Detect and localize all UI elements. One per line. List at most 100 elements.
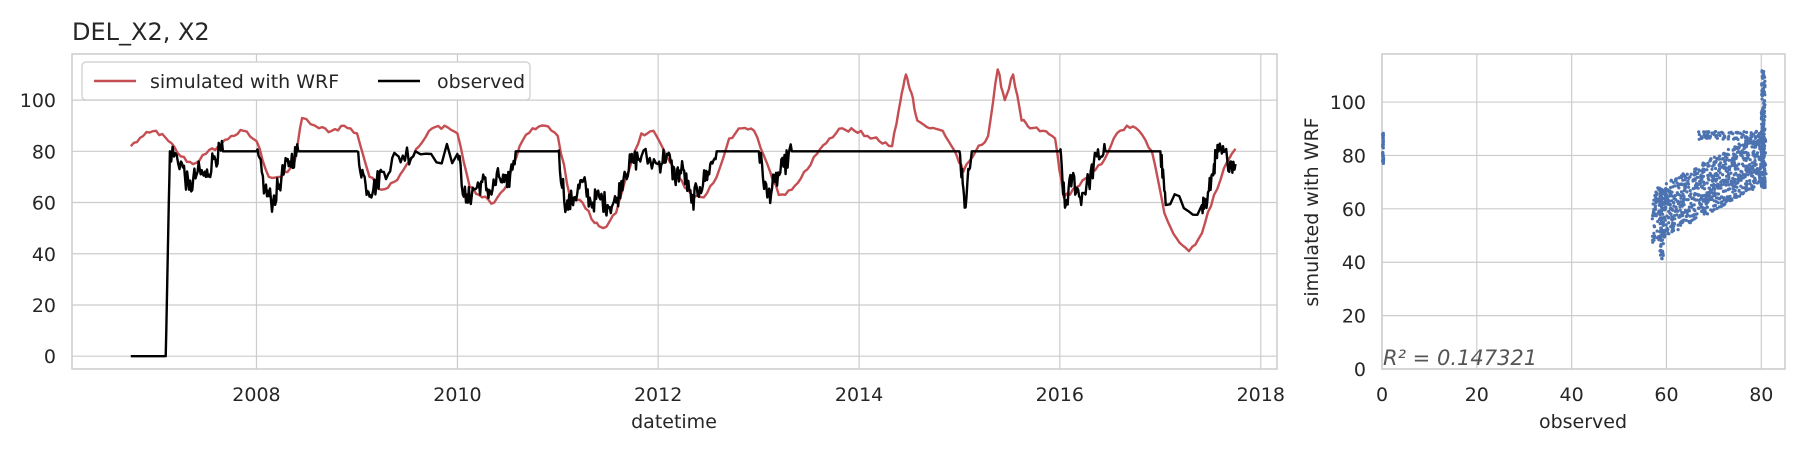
scatter-point	[1677, 186, 1681, 190]
scatter-point	[1721, 173, 1725, 177]
scatter-point	[1664, 223, 1668, 227]
scatter-point	[1652, 231, 1656, 235]
scatter-point	[1681, 219, 1685, 224]
scatter-point	[1698, 179, 1702, 184]
scatter-point	[1666, 198, 1670, 202]
scatter-point	[1716, 173, 1720, 177]
scatter-point	[1696, 171, 1700, 175]
scatter-point	[1727, 134, 1731, 139]
scatter-point	[1697, 182, 1701, 186]
scatter-point	[1685, 182, 1689, 186]
scatter-point	[1661, 196, 1665, 200]
scatter-point	[1736, 167, 1740, 171]
scatter-point	[1749, 131, 1753, 135]
scatter-point	[1678, 213, 1682, 217]
legend-box	[81, 61, 531, 101]
scatter-point	[1706, 194, 1710, 198]
scatter-point	[1736, 137, 1740, 141]
scatter-point	[1673, 178, 1678, 182]
scatter-point	[1688, 189, 1692, 193]
scatter-point	[1381, 140, 1385, 145]
scatter-point	[1727, 158, 1731, 162]
scatter-point	[1699, 197, 1703, 201]
scatter-point	[1751, 151, 1755, 155]
scatter-point	[1710, 167, 1714, 171]
scatter-point	[1742, 130, 1746, 134]
scatter-point	[1717, 169, 1721, 173]
scatter-point	[1681, 178, 1685, 182]
scatter-point	[1706, 173, 1710, 178]
scatter-point	[1381, 159, 1385, 163]
scatter-point	[1753, 177, 1757, 181]
scatter-point	[1726, 196, 1730, 200]
scatter-point	[1678, 200, 1682, 204]
scatter-point	[1748, 139, 1752, 144]
scatter-point	[1714, 192, 1718, 196]
scatter-point	[1701, 167, 1705, 171]
scatter-point	[1700, 209, 1704, 214]
timeseries-x-tick-label: 2008	[232, 384, 280, 406]
scatter-y-tick-label: 40	[1342, 252, 1366, 274]
scatter-point	[1696, 206, 1701, 210]
scatter-point	[1762, 164, 1767, 168]
scatter-point	[1752, 139, 1756, 143]
scatter-point	[1763, 114, 1767, 119]
scatter-point	[1726, 137, 1730, 141]
scatter-grid	[1381, 54, 1785, 370]
scatter-point	[1683, 174, 1687, 178]
scatter-y-tick-label: 60	[1342, 199, 1366, 221]
scatter-points	[1381, 69, 1768, 261]
scatter-point	[1754, 130, 1758, 134]
scatter-point	[1681, 192, 1685, 196]
scatter-point	[1654, 196, 1658, 200]
scatter-point	[1760, 113, 1764, 117]
scatter-point	[1661, 201, 1665, 205]
scatter-x-tick-label: 0	[1376, 384, 1388, 406]
scatter-point	[1693, 192, 1697, 196]
scatter-point	[1688, 214, 1692, 218]
scatter-point	[1739, 169, 1743, 173]
scatter-point	[1734, 182, 1738, 186]
scatter-point	[1724, 199, 1729, 203]
scatter-point	[1708, 188, 1713, 192]
scatter-point	[1717, 163, 1721, 167]
scatter-point	[1760, 122, 1764, 126]
scatter-point	[1668, 189, 1672, 194]
scatter-point	[1763, 178, 1767, 183]
scatter-point	[1707, 178, 1711, 182]
scatter-point	[1749, 133, 1753, 137]
scatter-point	[1664, 182, 1668, 186]
scatter-point	[1676, 223, 1680, 227]
timeseries-x-ticks: 2008 2010 2012 2014 2016 2018	[232, 384, 1285, 406]
scatter-point	[1724, 162, 1728, 166]
scatter-point	[1671, 180, 1676, 184]
scatter-point	[1744, 150, 1748, 154]
scatter-point	[1722, 166, 1726, 170]
scatter-point	[1732, 160, 1736, 165]
scatter-point	[1658, 234, 1662, 238]
scatter-x-tick-label: 40	[1560, 384, 1584, 406]
scatter-point	[1681, 200, 1685, 204]
scatter-point	[1718, 133, 1722, 138]
scatter-point	[1755, 142, 1759, 146]
scatter-point	[1759, 144, 1763, 148]
timeseries-frame	[71, 53, 1278, 370]
scatter-point	[1722, 198, 1726, 202]
scatter-point	[1722, 182, 1726, 186]
scatter-point	[1381, 155, 1385, 159]
scatter-point	[1733, 188, 1737, 193]
scatter-point	[1666, 231, 1670, 236]
scatter-point	[1715, 206, 1719, 211]
scatter-point	[1695, 192, 1699, 196]
scatter-point	[1679, 223, 1683, 227]
scatter-point	[1736, 180, 1740, 184]
timeseries-y-tick-label: 40	[32, 244, 56, 266]
scatter-point	[1760, 69, 1764, 73]
scatter-point	[1739, 177, 1743, 181]
scatter-point	[1711, 208, 1715, 213]
scatter-x-tick-label: 60	[1654, 384, 1678, 406]
scatter-point	[1723, 160, 1727, 164]
scatter-point	[1720, 130, 1724, 135]
scatter-point	[1736, 147, 1740, 151]
scatter-point	[1742, 147, 1746, 151]
